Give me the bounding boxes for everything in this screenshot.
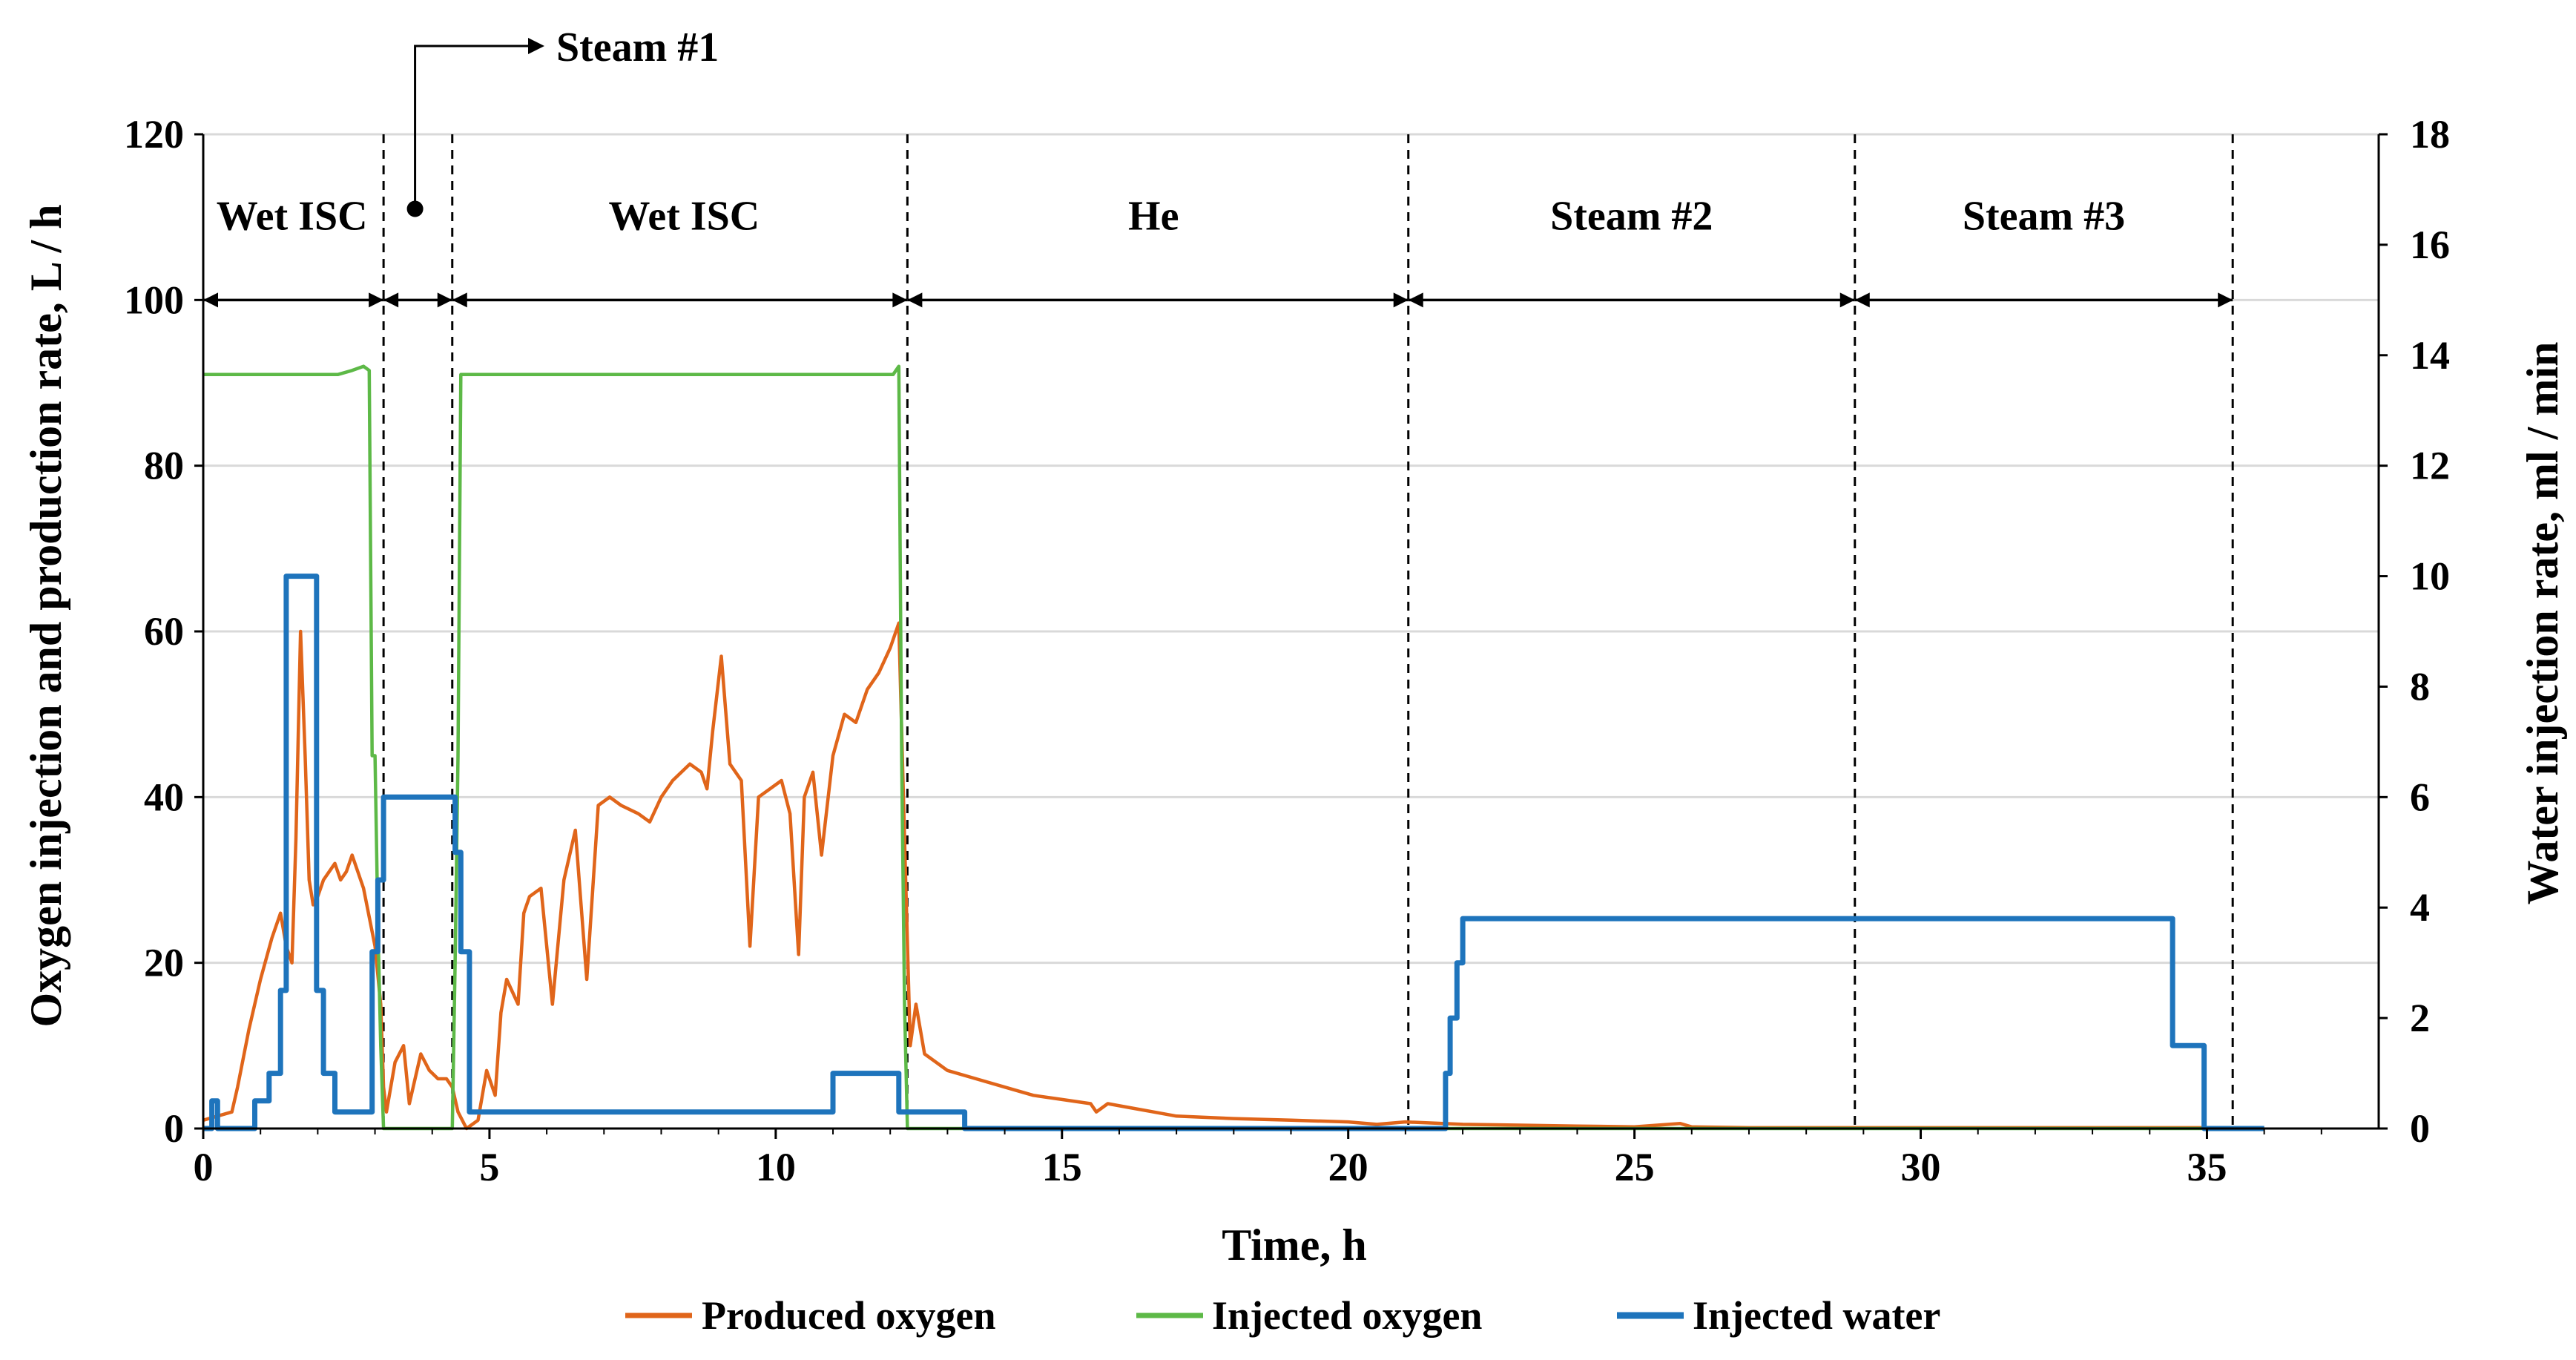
phase-bracket-arrowhead: [383, 292, 399, 308]
y-right-tick-label: 6: [2410, 775, 2430, 819]
x-axis-title: Time, h: [1222, 1221, 1367, 1269]
phase-bracket-arrowhead: [2218, 292, 2233, 308]
tick-labels: 0 5 10 15 20 25 30 35 0 20 40 60 80 100 120 0 2 4 6 8 10 12 14…: [124, 112, 2450, 1189]
phase-brackets: [203, 292, 2233, 308]
y-right-tick-label: 12: [2410, 444, 2450, 488]
steam1-callout: Steam #1: [406, 24, 719, 217]
phase-bracket-arrowhead: [369, 292, 384, 308]
y-left-tick-label: 20: [144, 941, 184, 985]
y-right-tick-label: 18: [2410, 112, 2450, 157]
series-injected-water: [203, 574, 2264, 1131]
y-right-tick-label: 10: [2410, 554, 2450, 599]
phase-bracket-arrowhead: [1408, 292, 1423, 308]
phase-label-he: He: [1128, 193, 1179, 239]
y-axis-title-left: Oxygen injection and production rate, L …: [22, 204, 70, 1027]
y-left-tick-label: 0: [164, 1106, 184, 1151]
series-injected-oxygen: [203, 364, 2264, 1131]
phase-bracket-arrowhead: [452, 292, 467, 308]
y-left-tick-label: 100: [124, 277, 184, 322]
callout-label: Steam #1: [556, 24, 719, 70]
callout-line: [414, 45, 528, 209]
series-lines: [202, 364, 2264, 1131]
phase-bracket-arrowhead: [892, 292, 908, 308]
phase-bracket-arrowhead: [1393, 292, 1409, 308]
y-left-tick-label: 120: [124, 112, 184, 157]
y-axis-title-right: Water injection rate, ml / min: [2518, 342, 2567, 905]
x-tick-label: 5: [479, 1145, 499, 1189]
y-right-tick-label: 14: [2410, 333, 2450, 378]
phase-bracket-arrowhead: [203, 292, 218, 308]
y-left-tick-label: 60: [144, 609, 184, 654]
x-tick-label: 20: [1328, 1145, 1368, 1189]
series-produced-oxygen: [202, 621, 2264, 1131]
legend-label-injected-water: Injected water: [1693, 1293, 1940, 1338]
phase-labels: Wet ISC Wet ISC He Steam #2 Steam #3: [217, 193, 2125, 239]
phase-bracket-arrowhead: [1839, 292, 1855, 308]
legend: Produced oxygen Injected oxygen Injected…: [625, 1293, 1940, 1338]
y-right-tick-label: 8: [2410, 664, 2430, 709]
phase-label-wet-isc: Wet ISC: [217, 193, 368, 239]
phase-bracket-arrowhead: [907, 292, 923, 308]
y-left-tick-label: 40: [144, 775, 184, 819]
x-tick-label: 0: [194, 1145, 214, 1189]
x-tick-label: 15: [1042, 1145, 1082, 1189]
phase-label-wet-isc: Wet ISC: [608, 193, 760, 239]
phase-label-steam-3: Steam #3: [1963, 193, 2125, 239]
x-tick-label: 35: [2187, 1145, 2227, 1189]
gridlines: [203, 133, 2379, 965]
x-tick-label: 25: [1615, 1145, 1655, 1189]
callout-arrowhead: [528, 38, 544, 54]
legend-label-injected-oxygen: Injected oxygen: [1212, 1293, 1482, 1338]
y-right-tick-label: 4: [2410, 885, 2430, 930]
phase-bracket-arrowhead: [1854, 292, 1870, 308]
y-right-tick-label: 16: [2410, 223, 2450, 267]
x-tick-label: 10: [756, 1145, 796, 1189]
y-right-tick-label: 0: [2410, 1106, 2430, 1151]
legend-label-produced-oxygen: Produced oxygen: [702, 1293, 996, 1338]
y-left-tick-label: 80: [144, 444, 184, 488]
x-tick-label: 30: [1901, 1145, 1941, 1189]
y-right-tick-label: 2: [2410, 996, 2430, 1040]
phase-bracket-arrowhead: [437, 292, 452, 308]
phase-label-steam-2: Steam #2: [1550, 193, 1713, 239]
